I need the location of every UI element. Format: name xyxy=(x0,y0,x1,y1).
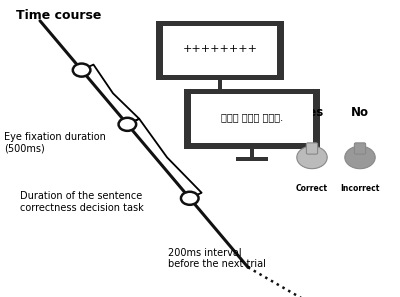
Text: No: No xyxy=(351,106,369,119)
FancyBboxPatch shape xyxy=(306,143,318,154)
FancyBboxPatch shape xyxy=(218,80,222,89)
Text: Incorrect: Incorrect xyxy=(340,184,380,193)
FancyBboxPatch shape xyxy=(191,94,313,143)
Text: Duration of the sentence
correctness decision task: Duration of the sentence correctness dec… xyxy=(20,191,144,213)
Text: Time course: Time course xyxy=(16,9,101,22)
Text: Eye fixation duration
(500ms): Eye fixation duration (500ms) xyxy=(4,132,106,153)
FancyBboxPatch shape xyxy=(156,21,284,80)
FancyBboxPatch shape xyxy=(204,89,236,93)
Circle shape xyxy=(345,146,375,169)
FancyBboxPatch shape xyxy=(250,148,254,157)
FancyBboxPatch shape xyxy=(236,157,268,161)
Circle shape xyxy=(297,146,327,169)
Circle shape xyxy=(118,118,136,131)
Text: 200ms interval
before the next trial: 200ms interval before the next trial xyxy=(168,248,266,269)
Circle shape xyxy=(181,192,198,205)
Text: ++++++++: ++++++++ xyxy=(182,44,258,54)
Text: Yes: Yes xyxy=(301,106,323,119)
FancyBboxPatch shape xyxy=(184,89,320,148)
Circle shape xyxy=(73,64,90,77)
FancyBboxPatch shape xyxy=(163,26,277,75)
Text: 경찰이 범인을 잡았다.: 경찰이 범인을 잡았다. xyxy=(221,112,283,122)
FancyBboxPatch shape xyxy=(354,143,366,154)
Text: Correct: Correct xyxy=(296,184,328,193)
